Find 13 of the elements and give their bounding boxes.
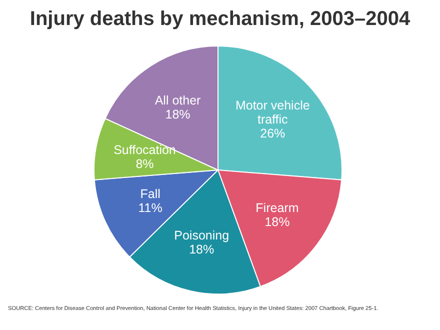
slice-label: Firearm (256, 201, 299, 216)
slice-label: Fall (140, 186, 160, 201)
chart-title: Injury deaths by mechanism, 2003–2004 (28, 8, 412, 32)
slice-label: Motor vehicle traffic (235, 98, 310, 127)
data-label: 26% (260, 126, 286, 141)
data-label: 8% (136, 157, 154, 172)
slice-label: Poisoning (174, 228, 230, 243)
slice-label: Suffocation (114, 143, 176, 158)
data-label: 18% (165, 107, 190, 122)
data-label: 18% (189, 242, 214, 257)
slice-label: All other (154, 93, 201, 108)
data-label: 18% (264, 215, 290, 230)
data-label: 11% (138, 200, 162, 215)
